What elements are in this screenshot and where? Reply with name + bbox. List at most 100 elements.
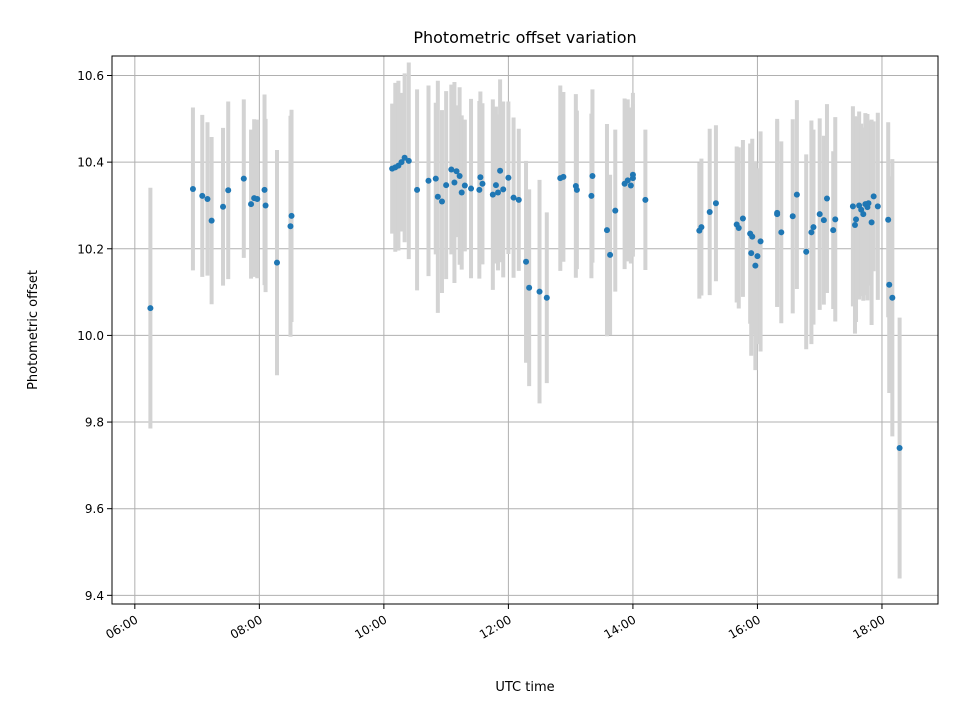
data-point [629, 175, 636, 182]
data-point [789, 213, 796, 220]
data-point [698, 224, 705, 231]
data-point [778, 229, 785, 236]
data-point [510, 194, 517, 201]
data-point [434, 193, 441, 200]
data-point [896, 445, 903, 452]
data-point [288, 212, 295, 219]
data-point [443, 182, 450, 189]
data-point [874, 203, 881, 210]
data-point [573, 186, 580, 193]
data-point [204, 195, 211, 202]
data-point [497, 167, 504, 174]
data-point [523, 258, 530, 265]
data-point [240, 175, 247, 182]
data-point [865, 200, 872, 207]
y-tick-label: 10.2 [77, 242, 104, 256]
data-point [851, 221, 858, 228]
data-point [505, 174, 512, 181]
y-tick-label: 10.4 [77, 156, 104, 170]
data-point [495, 189, 502, 196]
data-point [607, 251, 614, 258]
data-point [401, 154, 408, 161]
data-point [254, 195, 261, 202]
data-point [752, 262, 759, 269]
data-point [147, 305, 154, 312]
y-tick-label: 10.0 [77, 329, 104, 343]
data-point [261, 186, 268, 193]
data-point [220, 203, 227, 210]
data-point [624, 177, 631, 184]
data-point [448, 166, 455, 173]
data-point [739, 215, 746, 222]
data-point [287, 223, 294, 230]
data-point [589, 172, 596, 179]
x-axis-label: UTC time [495, 680, 554, 695]
data-point [398, 159, 405, 166]
data-point [273, 259, 280, 266]
data-point [757, 238, 764, 245]
data-point [808, 229, 815, 236]
data-point [810, 224, 817, 231]
data-point [627, 182, 634, 189]
data-point [543, 294, 550, 301]
data-point [458, 189, 465, 196]
data-point [189, 185, 196, 192]
data-point [414, 186, 421, 193]
data-point [849, 203, 856, 210]
data-point [477, 174, 484, 181]
data-point [425, 177, 432, 184]
data-point [536, 288, 543, 295]
data-point [526, 284, 533, 291]
data-point [208, 217, 215, 224]
data-point [451, 179, 458, 186]
data-point [456, 172, 463, 179]
data-point [816, 211, 823, 218]
data-point [870, 193, 877, 200]
data-point [479, 180, 486, 187]
data-point [262, 202, 269, 209]
y-tick-label: 9.4 [85, 589, 104, 603]
data-point [749, 233, 756, 240]
data-point [885, 216, 892, 223]
data-point [603, 227, 610, 234]
data-point [432, 175, 439, 182]
data-point [793, 191, 800, 198]
data-point [588, 192, 595, 199]
data-point [225, 187, 232, 194]
y-tick-label: 9.6 [85, 502, 104, 516]
y-axis-label: Photometric offset [26, 270, 41, 390]
data-point [832, 216, 839, 223]
data-point [612, 207, 619, 214]
data-points [147, 154, 903, 452]
data-point [886, 281, 893, 288]
chart-title: Photometric offset variation [413, 28, 636, 47]
data-point [248, 201, 255, 208]
data-point [820, 217, 827, 224]
data-point [438, 198, 445, 205]
data-point [853, 216, 860, 223]
data-point [492, 182, 499, 189]
data-point [515, 196, 522, 203]
data-point [860, 211, 867, 218]
data-point [453, 168, 460, 175]
data-point [803, 248, 810, 255]
data-point [830, 227, 837, 234]
data-point [461, 182, 468, 189]
data-point [868, 219, 875, 226]
data-point [489, 191, 496, 198]
y-tick-label: 9.8 [85, 416, 104, 430]
data-point [823, 195, 830, 202]
data-point [199, 192, 206, 199]
data-point [712, 200, 719, 207]
data-point [560, 173, 567, 180]
data-point [706, 208, 713, 215]
data-point [889, 294, 896, 301]
plot-frame [111, 55, 939, 605]
data-point [774, 209, 781, 216]
data-point [642, 196, 649, 203]
y-tick-label: 10.6 [77, 69, 104, 83]
data-point [748, 250, 755, 257]
data-point [754, 253, 761, 260]
data-point [735, 224, 742, 231]
